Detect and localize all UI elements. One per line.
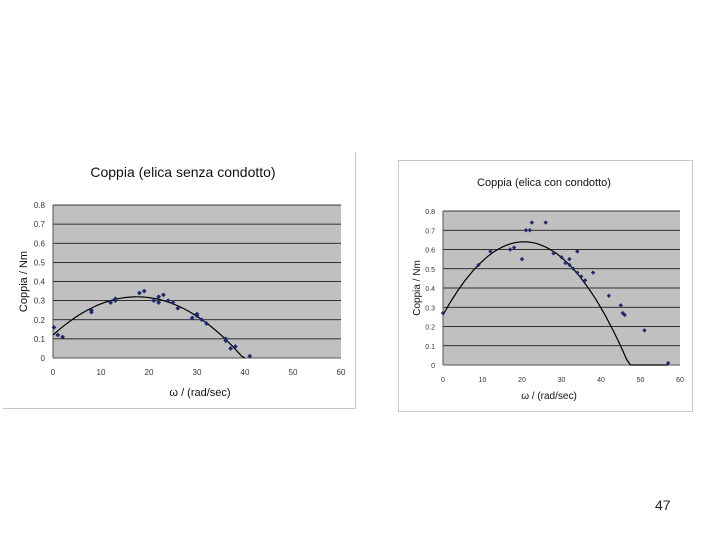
- y-tick-label: 0.3: [34, 297, 46, 306]
- data-point: [529, 220, 535, 225]
- data-point: [175, 305, 181, 311]
- chart-senza-condotto: 0 0.1 0.2 0.3 0.4 0.5 0.6 0.7 0.8 0 10 20 30 40 50 60 Co…: [18, 164, 346, 399]
- x-tick-label: 20: [518, 377, 526, 384]
- x-tick-label: 0: [441, 377, 445, 384]
- x-tick-label: 40: [597, 377, 605, 384]
- y-tick-label: 0.5: [34, 258, 46, 267]
- y-tick-label: 0.1: [34, 335, 46, 344]
- x-tick-label: 60: [676, 377, 684, 384]
- x-tick-label: 50: [289, 368, 298, 377]
- y-tick-label: 0.8: [425, 209, 435, 216]
- data-point: [55, 332, 61, 338]
- data-point: [156, 300, 161, 305]
- data-point: [559, 255, 564, 260]
- y-tick-label: 0.6: [34, 239, 46, 248]
- data-point: [170, 300, 176, 305]
- y-tick-label: 0.5: [425, 267, 435, 274]
- data-point: [189, 315, 195, 321]
- data-point: [156, 294, 161, 300]
- chart-title: Coppia (elica con condotto): [477, 177, 611, 189]
- trend-curve: [52, 296, 246, 359]
- data-point: [89, 307, 94, 313]
- x-axis-label: ω / (rad/sec): [169, 387, 230, 399]
- data-point: [233, 344, 238, 349]
- x-tick-label: 50: [637, 377, 645, 384]
- data-point: [137, 290, 142, 296]
- y-tick-label: 0.8: [34, 201, 46, 210]
- y-tick-label: 0.2: [425, 325, 435, 332]
- y-tick-label: 0.4: [34, 278, 46, 287]
- page-number: 47: [655, 497, 671, 513]
- x-tick-label: 10: [479, 377, 487, 384]
- data-point: [194, 311, 200, 317]
- chart-title: Coppia (elica senza condotto): [90, 164, 275, 180]
- data-point: [606, 293, 612, 298]
- data-point: [204, 321, 209, 326]
- data-point: [161, 292, 166, 298]
- trend-curve: [442, 241, 669, 366]
- y-tick-label: 0: [41, 354, 46, 363]
- chart-con-condotto: 0 0.1 0.2 0.3 0.4 0.5 0.6 0.7 0.8 0 10 20 30 40 50 60 Co…: [412, 177, 684, 402]
- x-tick-label: 30: [558, 377, 566, 384]
- y-tick-label: 0: [431, 363, 435, 370]
- chart-panel-senza-condotto: 0 0.1 0.2 0.3 0.4 0.5 0.6 0.7 0.8 0 10 20 30 40 50 60 Co…: [3, 152, 356, 409]
- data-point: [440, 310, 446, 316]
- y-tick-label: 0.6: [425, 248, 435, 255]
- data-point: [665, 360, 671, 366]
- x-tick-label: 0: [51, 368, 56, 377]
- x-tick-label: 10: [97, 368, 106, 377]
- data-point: [108, 300, 113, 305]
- data-point: [579, 274, 584, 279]
- data-point: [223, 338, 229, 344]
- data-point: [113, 296, 118, 302]
- y-tick-label: 0.7: [34, 220, 46, 229]
- y-tick-label: 0.2: [34, 316, 46, 325]
- y-tick-label: 0.1: [425, 344, 435, 351]
- data-point: [519, 256, 525, 262]
- data-point: [60, 334, 65, 340]
- y-axis-label: Coppia / Nm: [18, 251, 30, 312]
- x-tick-label: 40: [241, 368, 250, 377]
- data-point: [488, 249, 493, 254]
- x-tick-label: 60: [337, 368, 346, 377]
- x-tick-label: 20: [145, 368, 154, 377]
- y-tick-label: 0.4: [425, 286, 435, 293]
- data-point: [51, 325, 57, 330]
- y-tick-label: 0.3: [425, 305, 435, 312]
- data-point: [476, 262, 481, 268]
- x-axis-label: ω / (rad/sec): [521, 391, 577, 402]
- chart-panel-con-condotto: 0 0.1 0.2 0.3 0.4 0.5 0.6 0.7 0.8 0 10 20 30 40 50 60 Co…: [398, 160, 693, 412]
- data-point: [618, 303, 623, 308]
- x-tick-label: 30: [193, 368, 202, 377]
- data-point: [247, 353, 253, 359]
- y-tick-label: 0.7: [425, 228, 435, 235]
- y-axis-label: Coppia / Nm: [412, 260, 423, 316]
